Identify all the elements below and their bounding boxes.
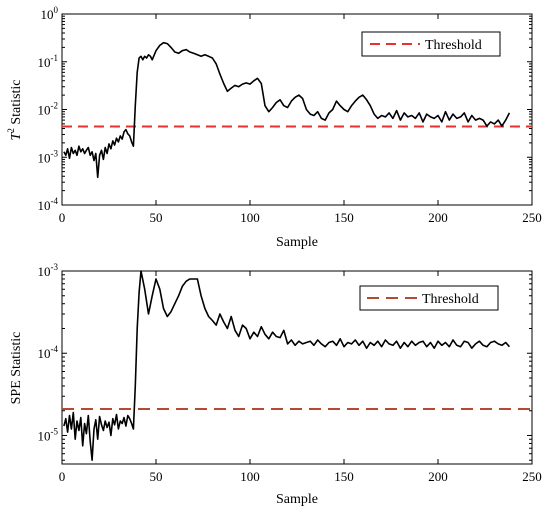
spe-y-ticks: 10-5 10-4 10-3 bbox=[38, 262, 532, 461]
t2-series-line bbox=[63, 41, 511, 179]
spe-plot-area bbox=[61, 270, 533, 465]
spe-legend-box bbox=[359, 285, 499, 311]
t2-legend-label: Threshold bbox=[425, 38, 482, 53]
x-tick-label: 150 bbox=[334, 210, 354, 225]
t2-legend-box bbox=[361, 31, 501, 57]
x-tick-label: 200 bbox=[428, 469, 448, 484]
x-tick-label: 100 bbox=[240, 469, 260, 484]
spe-series-line bbox=[63, 270, 511, 462]
x-tick-label: 0 bbox=[59, 210, 66, 225]
spe-legend-label: Threshold bbox=[422, 292, 479, 307]
x-tick-label: 250 bbox=[522, 469, 542, 484]
t2-y-axis-label: T2 Statistic bbox=[6, 80, 24, 141]
t2-legend: Threshold bbox=[361, 31, 501, 57]
y-tick-label: 10-1 bbox=[38, 53, 59, 70]
x-tick-label: 100 bbox=[240, 210, 260, 225]
x-tick-label: 200 bbox=[428, 210, 448, 225]
y-tick-label: 10-4 bbox=[38, 196, 59, 213]
y-tick-label: 10-2 bbox=[38, 101, 59, 118]
y-tick-label: 10-4 bbox=[38, 344, 59, 361]
x-tick-label: 50 bbox=[150, 210, 163, 225]
t2-chart: 0 50 100 150 200 250 10-4 10-3 10-2 10-1 100 Thre… bbox=[6, 5, 542, 250]
y-tick-label: 10-3 bbox=[38, 148, 59, 165]
y-tick-label: 10-5 bbox=[38, 426, 59, 443]
y-tick-label: 10-3 bbox=[38, 262, 59, 279]
spe-chart: 0 50 100 150 200 250 10-5 10-4 10-3 Threshold S… bbox=[9, 262, 542, 507]
x-tick-label: 50 bbox=[150, 469, 163, 484]
spe-legend: Threshold bbox=[359, 285, 499, 311]
x-tick-label: 250 bbox=[522, 210, 542, 225]
y-tick-label: 100 bbox=[41, 5, 59, 22]
x-tick-label: 150 bbox=[334, 469, 354, 484]
spe-y-axis-label: SPE Statistic bbox=[9, 332, 24, 405]
spe-x-axis-label: Sample bbox=[276, 492, 318, 507]
t2-x-axis-label: Sample bbox=[276, 235, 318, 250]
t2-y-ticks: 10-4 10-3 10-2 10-1 100 bbox=[38, 5, 532, 213]
x-tick-label: 0 bbox=[59, 469, 66, 484]
